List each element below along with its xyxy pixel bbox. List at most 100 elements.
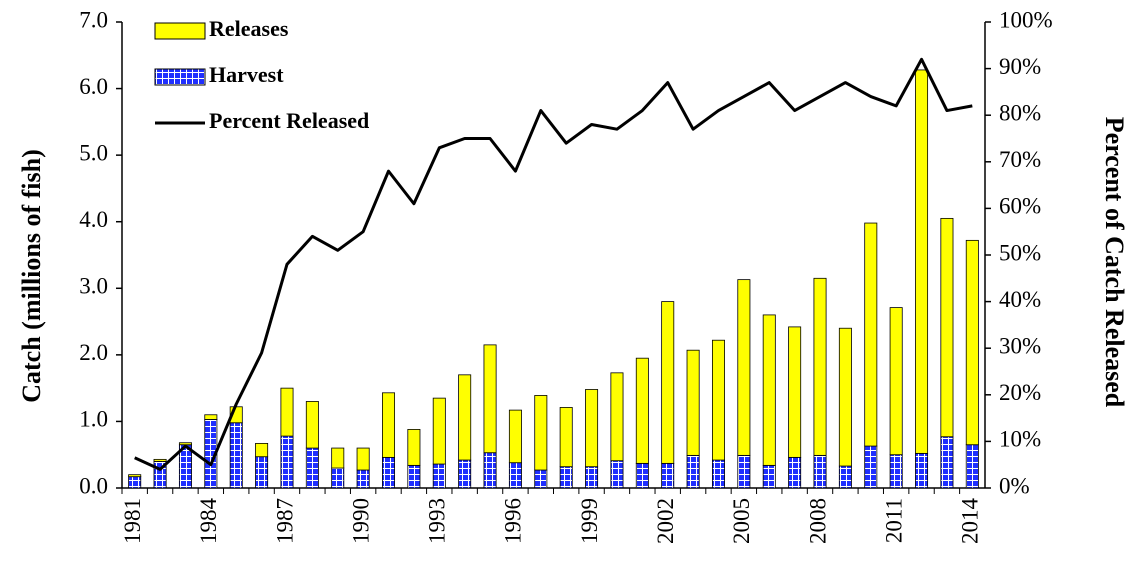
x-tick-label: 1993 [425,498,450,544]
bar [686,349,700,456]
bar [838,327,852,467]
bar [940,436,954,489]
bar [128,476,142,489]
y2-tick-label: 50% [999,240,1041,265]
bar [178,442,192,446]
y2-tick-label: 40% [999,287,1041,312]
bar [255,442,269,458]
y-tick-label: 3.0 [79,274,108,299]
bar [864,222,878,447]
y-tick-label: 0.0 [79,473,108,498]
bar [711,459,725,489]
bar [711,339,725,461]
bar [635,462,649,489]
x-tick-label: 1987 [272,498,297,544]
y2-tick-label: 90% [999,54,1041,79]
bar [610,372,624,462]
bar [762,464,776,489]
bar [940,217,954,438]
x-tick-label: 2011 [881,498,906,543]
x-tick-label: 1984 [196,498,221,545]
legend-swatch [154,68,206,86]
y-tick-label: 6.0 [79,74,108,99]
y2-tick-label: 70% [999,147,1041,172]
bar [483,452,497,489]
bar [255,456,269,489]
y2-tick-label: 20% [999,380,1041,405]
y-tick-label: 1.0 [79,407,108,432]
bar [508,462,522,489]
bar [737,279,751,456]
x-tick-label: 2008 [805,498,830,544]
bar [204,414,218,420]
y2-tick-label: 80% [999,100,1041,125]
bar [559,466,573,489]
line [134,57,973,471]
y2-tick-label: 0% [999,473,1030,498]
legend-label: Releases [209,16,289,41]
y-tick-label: 5.0 [79,140,108,165]
y2-axis-title: Percent of Catch Released [1100,117,1129,408]
bar [407,429,421,466]
bar [432,397,446,465]
y2-tick-label: 30% [999,333,1041,358]
x-tick-label: 1990 [348,498,373,544]
bar [559,407,573,468]
bar [432,463,446,489]
bar [458,459,472,489]
x-tick-label: 1996 [501,498,526,544]
legend-label: Harvest [209,62,284,87]
bar [280,435,294,489]
y-tick-label: 2.0 [79,340,108,365]
y-tick-label: 4.0 [79,207,108,232]
y-axis-title: Catch (millions of fish) [17,149,46,403]
bar [610,460,624,489]
bar [585,389,599,468]
bar [889,454,903,489]
bar [153,458,167,462]
bar [305,447,319,489]
bar [407,464,421,489]
bar [762,314,776,466]
bar [585,466,599,489]
y2-tick-label: 10% [999,427,1041,452]
x-tick-label: 1999 [577,498,602,544]
bar [229,422,243,489]
bar [356,447,370,471]
bar [635,357,649,464]
bar [305,401,319,449]
x-tick-label: 2002 [653,498,678,544]
bar [965,444,979,489]
bar [788,326,802,458]
bar [737,454,751,489]
bar [382,456,396,489]
y2-tick-label: 100% [999,7,1053,32]
bar [382,392,396,458]
bar [915,69,929,454]
bar [356,469,370,489]
bar [661,462,675,489]
bar [128,474,142,478]
bar [534,395,548,471]
legend-swatch [154,22,206,40]
bar [813,454,827,489]
y2-tick-label: 60% [999,194,1041,219]
bar [838,465,852,489]
legend-label: Percent Released [209,108,369,133]
x-tick-label: 1981 [120,498,145,544]
bar [331,447,345,469]
bar [661,301,675,464]
bar [508,409,522,464]
bar [483,344,497,454]
x-tick-label: 2014 [958,498,983,545]
bar [965,239,979,446]
bar [788,456,802,489]
bar [864,445,878,489]
x-tick-label: 2005 [729,498,754,544]
bar [889,307,903,456]
bar [331,467,345,489]
y-tick-label: 7.0 [79,7,108,32]
bar [280,387,294,437]
bar [534,469,548,489]
